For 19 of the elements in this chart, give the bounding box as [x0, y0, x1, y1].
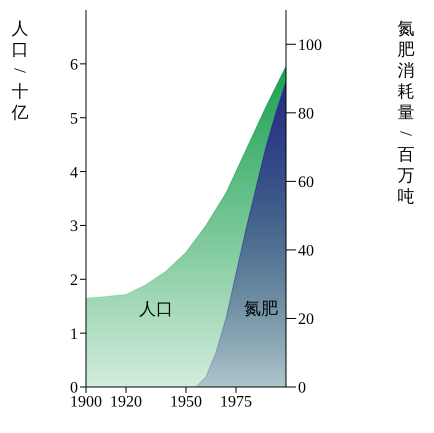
y2-tick-label: 20: [298, 311, 314, 328]
y2-tick-label: 40: [298, 242, 314, 260]
y-tick-label: 3: [70, 218, 78, 236]
y-tick-label: 4: [70, 164, 78, 182]
series-label: 氮肥: [244, 298, 278, 318]
y2-tick-label: 100: [298, 36, 322, 54]
y-tick-label: 1: [70, 326, 78, 343]
x-tick-label: 1950: [170, 393, 202, 410]
y-tick-label: 6: [70, 56, 78, 74]
y2-tick-label: 80: [298, 106, 314, 122]
y-axis-title: 人口/十亿: [10, 18, 30, 123]
y2-tick-label: 0: [298, 380, 306, 397]
text: 氮肥消耗量/百万吨: [396, 19, 416, 206]
x-tick-label: 1920: [110, 393, 142, 410]
y-tick-label: 2: [70, 272, 78, 289]
y-tick-label: 5: [70, 110, 78, 128]
series-label: 人口: [139, 299, 173, 318]
x-tick-label: 1975: [220, 393, 252, 410]
y2-tick-label: 60: [298, 174, 314, 192]
